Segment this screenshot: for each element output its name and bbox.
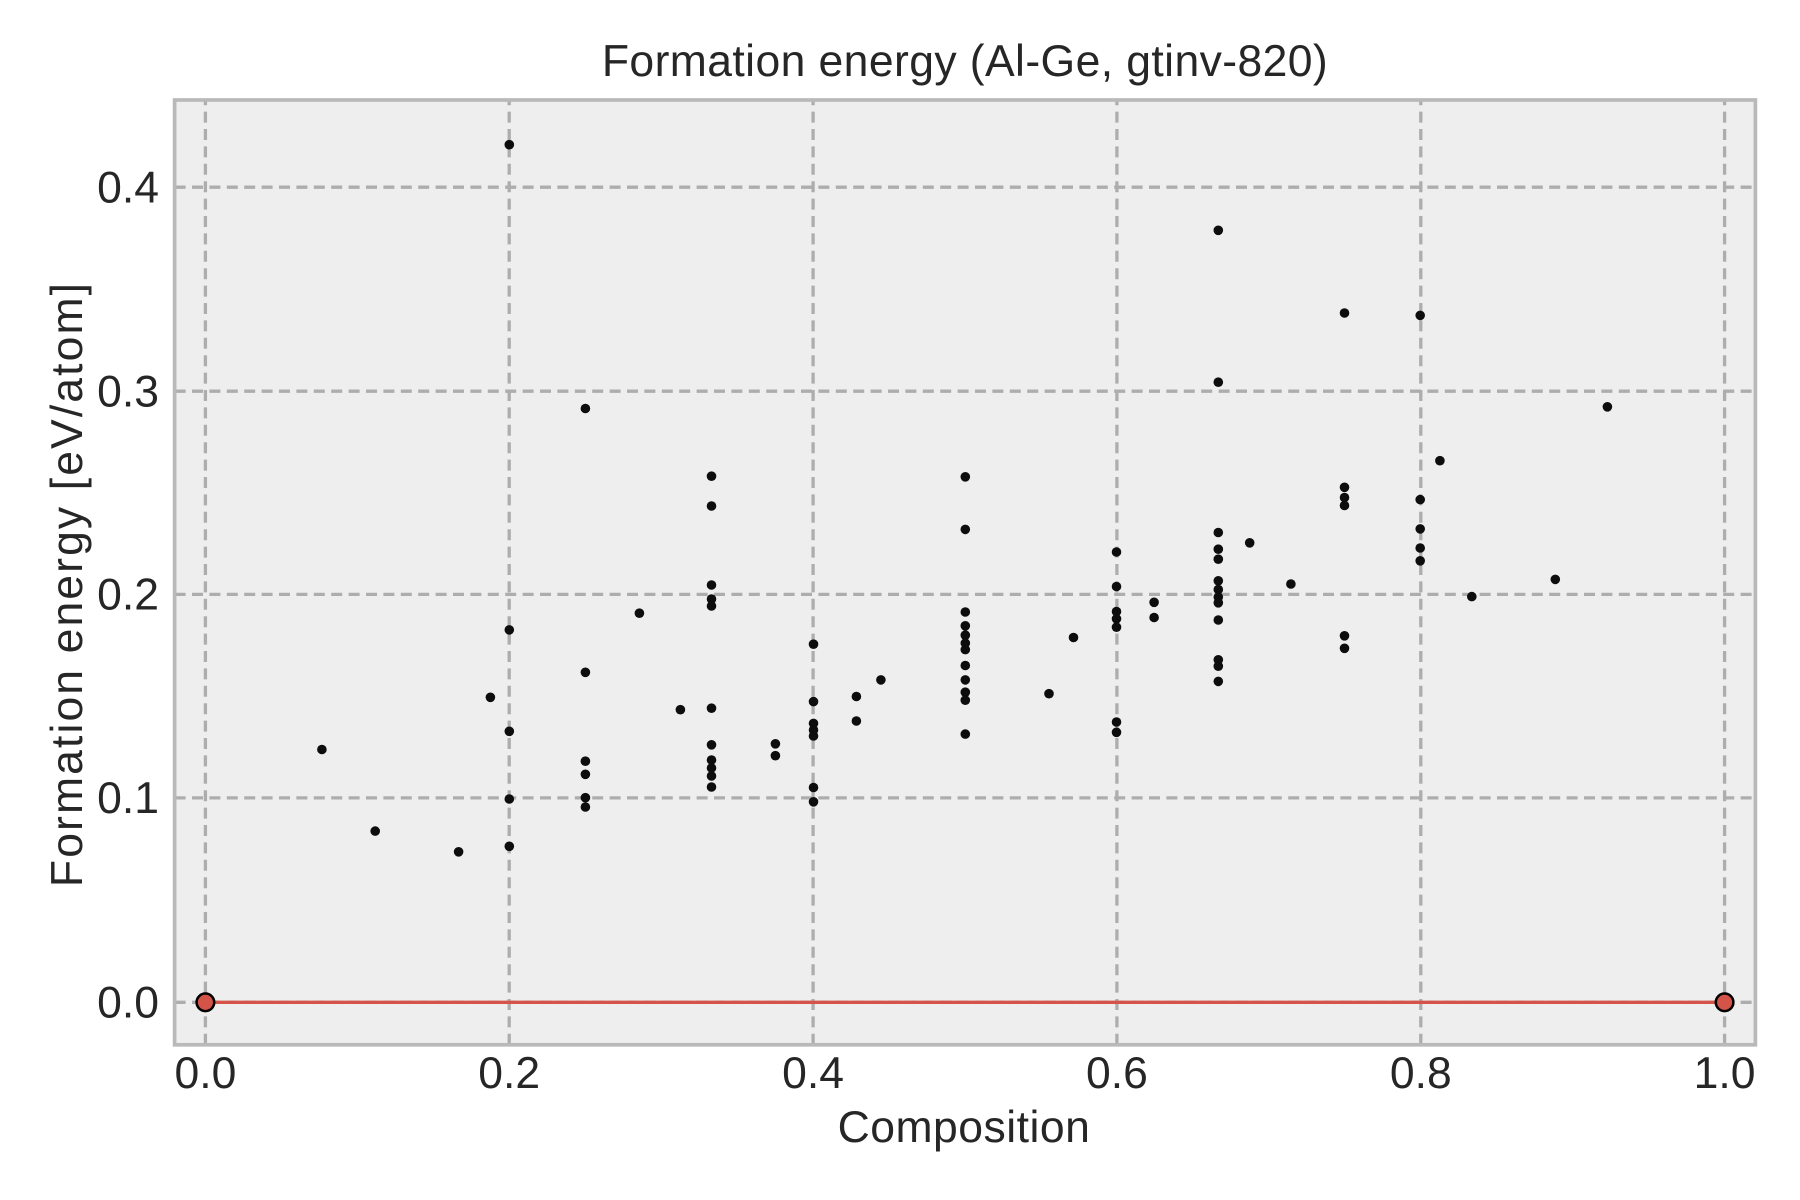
svg-text:Formation energy (Al-Ge, gtinv: Formation energy (Al-Ge, gtinv-820) xyxy=(602,37,1328,86)
svg-text:0.3: 0.3 xyxy=(97,368,159,417)
svg-text:Formation energy [eV/atom]: Formation energy [eV/atom] xyxy=(43,281,92,887)
svg-text:0.0: 0.0 xyxy=(174,1049,236,1098)
svg-text:0.4: 0.4 xyxy=(97,164,159,213)
svg-text:Composition: Composition xyxy=(838,1103,1091,1152)
svg-text:0.2: 0.2 xyxy=(478,1049,540,1098)
svg-text:1.0: 1.0 xyxy=(1694,1049,1756,1098)
svg-text:0.0: 0.0 xyxy=(97,979,159,1028)
svg-text:0.4: 0.4 xyxy=(782,1049,844,1098)
svg-text:0.6: 0.6 xyxy=(1086,1049,1148,1098)
svg-text:0.1: 0.1 xyxy=(97,774,159,823)
svg-text:0.2: 0.2 xyxy=(97,571,159,620)
svg-text:0.8: 0.8 xyxy=(1390,1049,1452,1098)
